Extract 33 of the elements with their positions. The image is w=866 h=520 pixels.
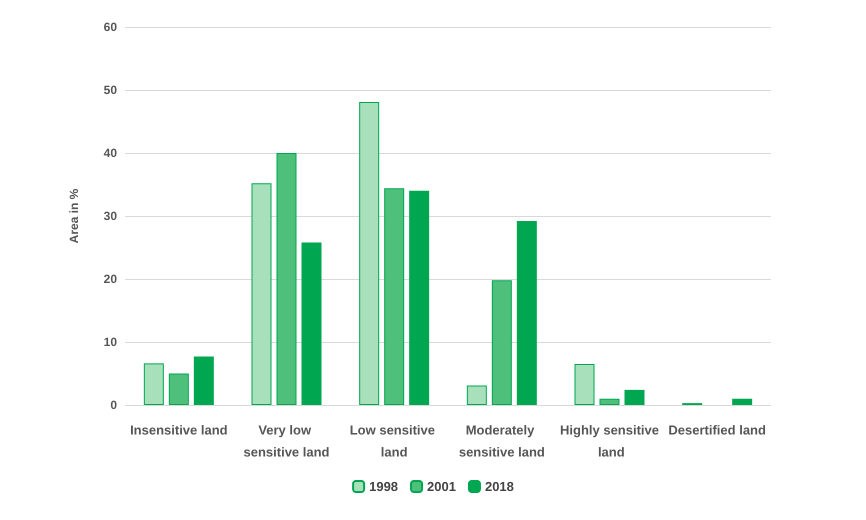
legend-label: 2001 xyxy=(427,479,456,494)
bar xyxy=(466,385,487,405)
y-tick-label: 20 xyxy=(104,272,118,286)
x-tick-label: Insensitive land xyxy=(130,422,228,438)
bar xyxy=(492,280,512,405)
bar xyxy=(194,356,214,405)
bar xyxy=(384,188,404,405)
bar xyxy=(144,363,164,405)
y-tick-label: 30 xyxy=(104,209,118,223)
x-tick-label: Desertified land xyxy=(668,422,766,438)
y-tick-label: 10 xyxy=(104,335,118,349)
x-tick-label: Very low sensitive land xyxy=(244,422,330,460)
bar xyxy=(732,398,752,405)
y-tick-label: 60 xyxy=(104,20,118,34)
bar xyxy=(301,242,322,405)
x-tick-label: Low sensitive land xyxy=(350,422,439,460)
bar xyxy=(600,398,620,405)
legend-label: 2018 xyxy=(484,479,514,494)
bar xyxy=(516,221,537,405)
y-tick-label: 50 xyxy=(104,83,118,97)
legend-label: 1998 xyxy=(369,479,398,494)
bar xyxy=(168,374,189,405)
bar xyxy=(252,183,272,405)
x-tick-label: Moderately sensitive land xyxy=(458,422,545,460)
bar xyxy=(624,390,644,405)
bar xyxy=(574,364,595,405)
bar xyxy=(359,102,380,405)
bar xyxy=(409,190,430,405)
x-tick-label: Highly sensitive land xyxy=(560,422,659,460)
y-tick-label: 0 xyxy=(110,398,118,412)
y-tick-label: 40 xyxy=(104,146,118,160)
y-axis-title: Area in % xyxy=(67,188,81,244)
bar xyxy=(276,153,296,405)
